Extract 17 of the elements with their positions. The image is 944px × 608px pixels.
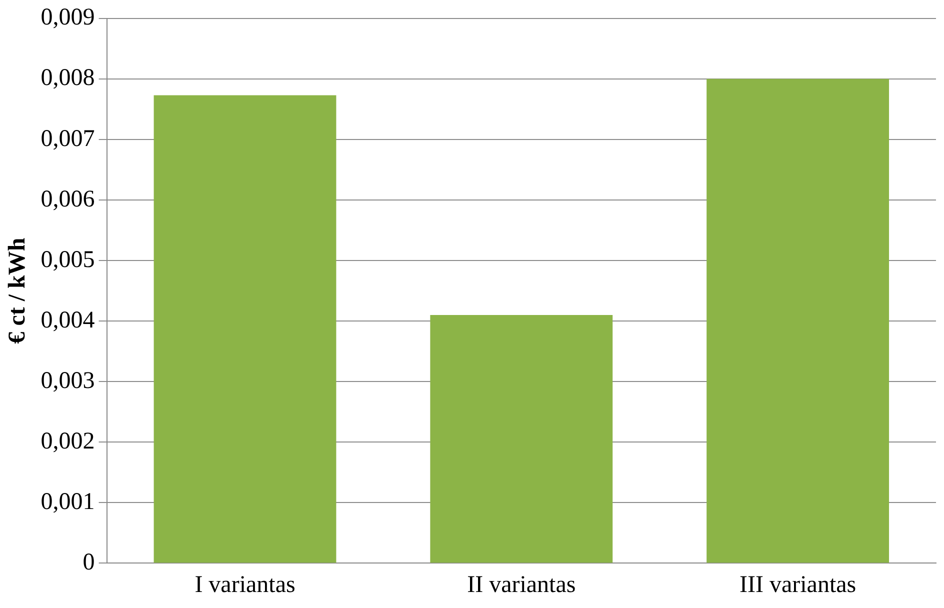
y-tick-label: 0 xyxy=(82,549,95,576)
x-tick-label: I variantas xyxy=(194,572,296,598)
bar xyxy=(154,95,336,563)
y-tick-label: 0,003 xyxy=(40,368,95,394)
y-tick-label: 0,004 xyxy=(40,307,95,334)
y-tick-label: 0,002 xyxy=(40,428,95,454)
y-tick-label: 0,009 xyxy=(40,4,95,31)
y-tick-label: 0,008 xyxy=(40,65,95,92)
x-tick-label: III variantas xyxy=(739,572,856,598)
bar xyxy=(430,315,613,563)
bar xyxy=(706,78,890,563)
y-tick-label: 0,005 xyxy=(40,246,95,273)
y-tick-label: 0,006 xyxy=(40,186,95,212)
y-tick-label: 0,001 xyxy=(40,488,95,515)
y-axis-title: € ct / kWh xyxy=(4,238,31,344)
x-tick-label: II variantas xyxy=(467,572,576,598)
y-tick-label: 0,007 xyxy=(40,126,95,152)
